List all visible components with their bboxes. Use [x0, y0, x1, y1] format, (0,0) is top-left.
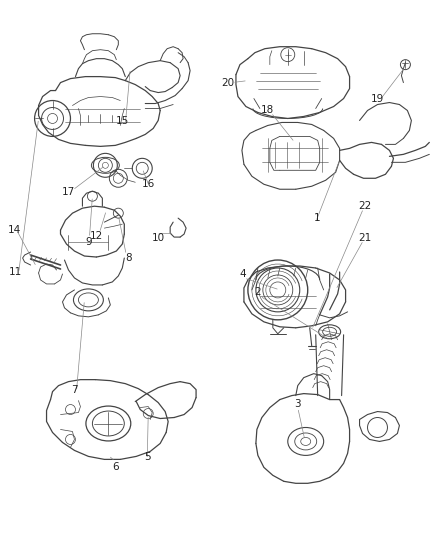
Text: 11: 11	[9, 267, 22, 277]
Text: 7: 7	[71, 385, 78, 394]
Text: 9: 9	[85, 237, 92, 247]
Text: 12: 12	[90, 231, 103, 241]
Text: 15: 15	[116, 117, 129, 126]
Text: 8: 8	[125, 253, 131, 263]
Text: 19: 19	[371, 93, 384, 103]
Text: 4: 4	[240, 269, 246, 279]
Text: 16: 16	[141, 179, 155, 189]
Text: 17: 17	[62, 187, 75, 197]
Text: 5: 5	[144, 453, 151, 463]
Text: 2: 2	[254, 287, 261, 297]
Text: 14: 14	[8, 225, 21, 235]
Text: 21: 21	[358, 233, 371, 243]
Text: 6: 6	[112, 462, 119, 472]
Text: 22: 22	[358, 201, 371, 211]
Text: 20: 20	[221, 78, 234, 87]
Text: 18: 18	[261, 106, 275, 116]
Text: 3: 3	[294, 399, 301, 409]
Text: 1: 1	[313, 213, 320, 223]
Text: 10: 10	[152, 233, 165, 243]
